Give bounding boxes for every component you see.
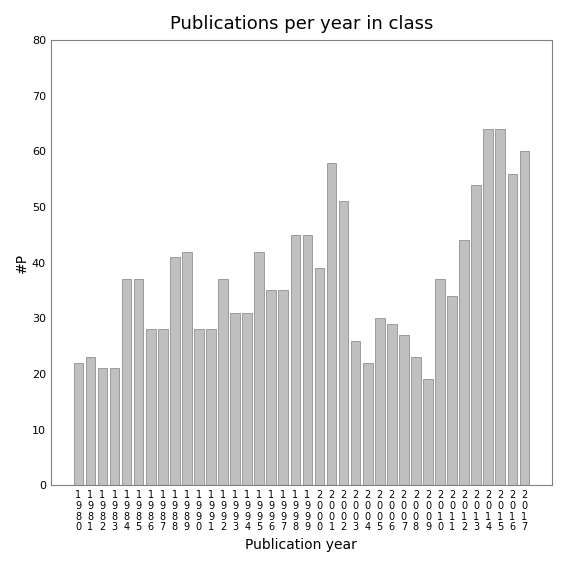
Bar [507, 174, 517, 485]
Bar [255, 252, 264, 485]
Bar [266, 290, 276, 485]
Bar [158, 329, 168, 485]
Bar [230, 313, 240, 485]
Bar [278, 290, 288, 485]
Bar [98, 369, 107, 485]
Bar [86, 357, 95, 485]
Bar [447, 296, 457, 485]
Bar [387, 324, 396, 485]
Bar [484, 129, 493, 485]
Title: Publications per year in class: Publications per year in class [170, 15, 433, 33]
Bar [327, 163, 336, 485]
Bar [423, 379, 433, 485]
Bar [290, 235, 300, 485]
Bar [519, 151, 529, 485]
Bar [338, 201, 348, 485]
Bar [182, 252, 192, 485]
Bar [122, 280, 132, 485]
Bar [459, 240, 469, 485]
Bar [146, 329, 155, 485]
Bar [375, 318, 384, 485]
Bar [218, 280, 228, 485]
Y-axis label: #P: #P [15, 252, 29, 273]
Bar [351, 341, 361, 485]
Bar [194, 329, 204, 485]
X-axis label: Publication year: Publication year [246, 538, 357, 552]
Bar [411, 357, 421, 485]
Bar [242, 313, 252, 485]
Bar [74, 363, 83, 485]
Bar [435, 280, 445, 485]
Bar [315, 268, 324, 485]
Bar [303, 235, 312, 485]
Bar [363, 363, 373, 485]
Bar [206, 329, 216, 485]
Bar [134, 280, 143, 485]
Bar [496, 129, 505, 485]
Bar [471, 185, 481, 485]
Bar [170, 257, 180, 485]
Bar [109, 369, 120, 485]
Bar [399, 335, 409, 485]
